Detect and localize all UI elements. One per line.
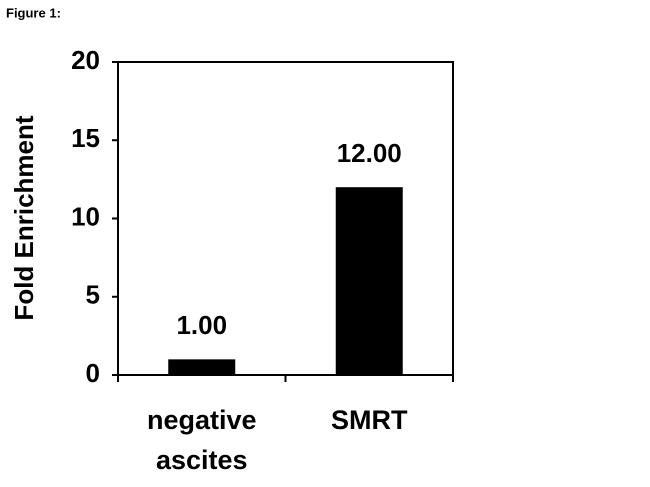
y-tick-label: 10 [71,201,100,231]
y-tick-label: 5 [86,280,100,310]
y-tick-label: 0 [86,358,100,388]
value-label: 12.00 [337,138,402,168]
figure-label: Figure 1: [6,5,61,20]
y-tick-label: 15 [71,123,100,153]
bar [168,359,236,375]
x-tick-label: negative ascites [146,405,257,475]
y-axis-label: Fold Enrichment [9,115,39,320]
y-tick-label: 20 [71,45,100,75]
bar [335,187,403,375]
x-tick-label: SMRT [331,405,408,435]
value-label: 1.00 [176,310,227,340]
